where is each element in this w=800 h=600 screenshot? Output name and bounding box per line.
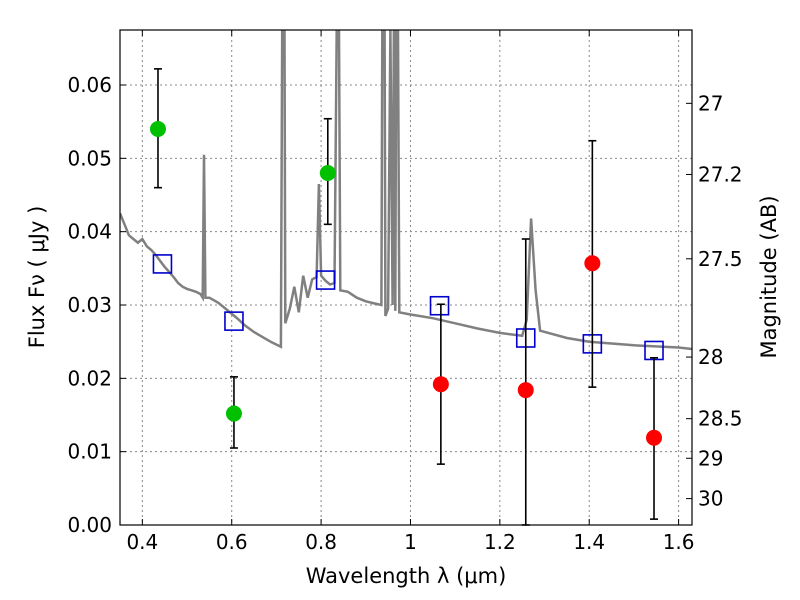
right-tick-label: 27.2 bbox=[698, 162, 743, 186]
y-tick-label: 0.03 bbox=[67, 293, 112, 317]
grid-layer bbox=[120, 30, 692, 526]
x-tick-label: 1.6 bbox=[663, 530, 695, 554]
right-tick-label: 27.5 bbox=[698, 247, 743, 271]
y-tick-label: 0.06 bbox=[67, 73, 112, 97]
x-tick-label: 0.6 bbox=[216, 530, 248, 554]
x-tick-label: 0.8 bbox=[305, 530, 337, 554]
right-tick-label: 28.5 bbox=[698, 407, 743, 431]
model-photometry-square bbox=[224, 311, 244, 331]
non-detection-point bbox=[432, 376, 449, 393]
x-tick-label: 0.4 bbox=[126, 530, 158, 554]
model-photometry-square bbox=[315, 270, 336, 290]
non-detection-point bbox=[584, 255, 601, 272]
model-photometry-square bbox=[644, 340, 664, 361]
y-tick-label: 0.04 bbox=[67, 220, 112, 244]
plot-frame bbox=[119, 29, 693, 526]
y-tick-label: 0.05 bbox=[67, 146, 112, 170]
y-tick-label: 0.02 bbox=[67, 366, 112, 390]
right-tick-label: 30 bbox=[698, 487, 723, 511]
y-tick-label: 0.01 bbox=[67, 440, 112, 464]
detection-point bbox=[225, 405, 242, 422]
right-tick-label: 28 bbox=[698, 345, 723, 369]
x-axis-title: Wavelength λ (μm) bbox=[306, 564, 507, 588]
right-tick-label: 27 bbox=[698, 91, 723, 115]
axes-layer: 0.4 0.6 0.8 1 1.2 1.4 1.6 0.00 0.01 0.02 0.03 0.04 0… bbox=[67, 30, 743, 554]
x-tick-label: 1.4 bbox=[573, 530, 605, 554]
non-detection-point bbox=[517, 382, 534, 399]
y-tick-label: 0.00 bbox=[67, 513, 112, 537]
y-axis-title: Flux Fν ( μJy ) bbox=[25, 206, 49, 349]
plot-area bbox=[120, 30, 692, 526]
model-spectrum-line bbox=[120, 30, 692, 351]
model-photometry-square bbox=[152, 254, 173, 274]
x-tick-label: 1.2 bbox=[484, 530, 516, 554]
right-tick-label: 29 bbox=[698, 446, 723, 470]
detection-point bbox=[319, 165, 336, 181]
y-axis-right-title: Magnitude (AB) bbox=[757, 195, 781, 358]
detection-point bbox=[149, 121, 166, 137]
model-photometry-square bbox=[429, 295, 450, 316]
non-detection-point bbox=[646, 429, 663, 446]
x-tick-label: 1 bbox=[404, 530, 417, 554]
